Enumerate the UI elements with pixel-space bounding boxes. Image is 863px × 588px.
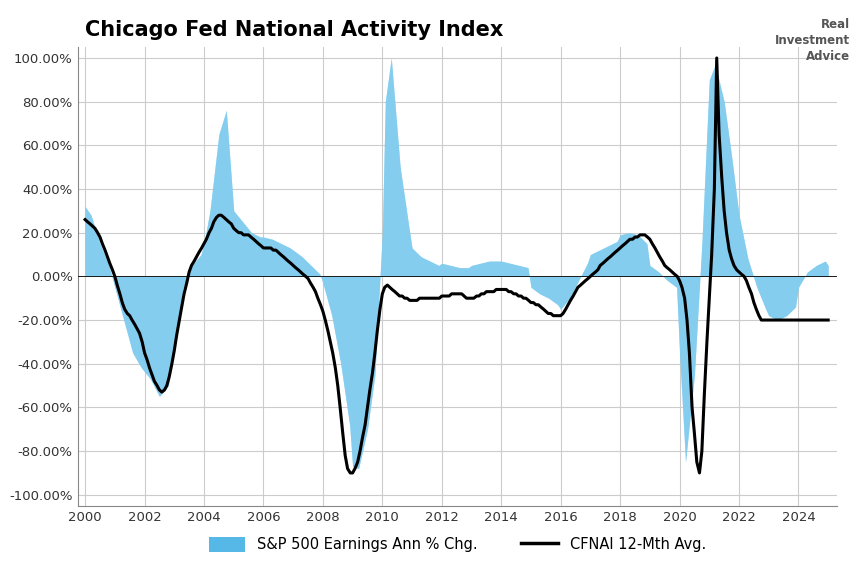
CFNAI 12-Mth Avg. [667,269,677,276]
Text: Real
Investment
Advice: Real Investment Advice [775,18,850,63]
CFNAI 12-Mth Avg. [345,469,356,476]
Legend: S&P 500 Earnings Ann % Chg., CFNAI 12-Mth Avg.: S&P 500 Earnings Ann % Chg., CFNAI 12-Mt… [203,531,712,558]
CFNAI 12-Mth Avg. [382,282,393,289]
CFNAI 12-Mth Avg. [773,316,784,323]
Text: Chicago Fed National Activity Index: Chicago Fed National Activity Index [85,20,504,40]
CFNAI 12-Mth Avg. [80,216,91,223]
CFNAI 12-Mth Avg. [590,269,601,276]
CFNAI 12-Mth Avg. [709,185,720,192]
CFNAI 12-Mth Avg. [823,316,834,323]
CFNAI 12-Mth Avg. [406,297,417,304]
CFNAI 12-Mth Avg. [712,55,722,62]
Line: CFNAI 12-Mth Avg.: CFNAI 12-Mth Avg. [85,58,828,473]
